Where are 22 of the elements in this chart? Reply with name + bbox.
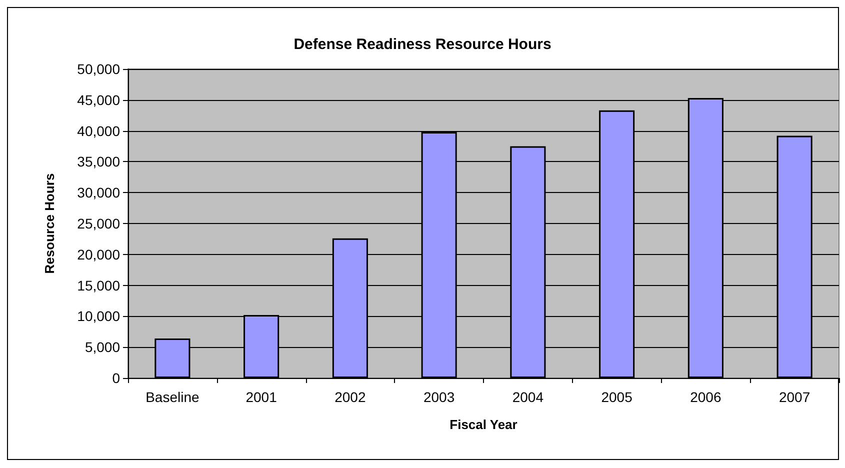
y-tick-label: 0: [112, 370, 120, 386]
x-tick-label: 2003: [423, 389, 455, 405]
x-tick-label: 2004: [512, 389, 544, 405]
y-tick-label: 10,000: [77, 308, 120, 324]
x-tick-label: 2006: [690, 389, 722, 405]
y-axis-title: Resource Hours: [42, 173, 57, 274]
y-tick-label: 20,000: [77, 246, 120, 262]
y-tick-label: 30,000: [77, 184, 120, 201]
y-tick-label: 35,000: [77, 154, 120, 170]
x-tick-label: 2002: [334, 389, 366, 405]
y-tick-label: 50,000: [77, 61, 120, 77]
y-tick-label: 45,000: [77, 92, 120, 108]
y-tick-label: 40,000: [77, 122, 120, 139]
x-tick-label: 2007: [778, 389, 810, 405]
y-tick-label: 25,000: [77, 216, 120, 232]
x-tick-label: 2005: [601, 389, 633, 405]
x-tick-label: Baseline: [146, 389, 200, 405]
x-axis-title: Fiscal Year: [450, 417, 518, 432]
y-tick-label: 15,000: [77, 277, 120, 294]
chart-title: Defense Readiness Resource Hours: [294, 36, 552, 53]
x-tick-label: 2001: [246, 389, 278, 405]
y-tick-label: 5,000: [84, 339, 120, 356]
